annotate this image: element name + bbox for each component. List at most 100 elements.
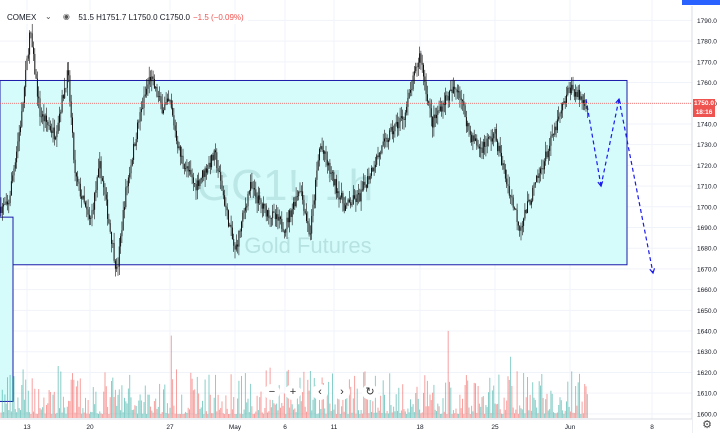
candle-body [73, 132, 75, 160]
volume-bar [307, 379, 309, 418]
volume-bar [121, 385, 123, 418]
volume-bar [78, 406, 80, 418]
volume-bar [231, 409, 233, 418]
volume-bar [419, 409, 421, 418]
volume-bar [499, 409, 501, 418]
candle-body [212, 154, 214, 161]
projection-segment[interactable] [600, 98, 620, 187]
time-axis[interactable] [0, 419, 692, 433]
volume-bar [339, 413, 341, 418]
volume-bar [239, 413, 241, 418]
candle-body [163, 110, 164, 114]
volume-bar [384, 394, 385, 418]
volume-bar [8, 410, 10, 418]
price-tick-label: 1640.0 [697, 329, 717, 336]
price-axis[interactable] [692, 0, 720, 433]
price-tick-label: 1670.0 [697, 266, 717, 273]
volume-bar [540, 385, 541, 418]
candle-body [478, 146, 480, 149]
candle-body [477, 145, 479, 147]
zoom-out-icon[interactable]: − [264, 384, 280, 400]
volume-bar [62, 396, 64, 418]
projection-segment[interactable] [585, 99, 602, 187]
volume-bar [99, 411, 101, 418]
candle-body [417, 62, 419, 68]
volume-bar [546, 393, 548, 418]
candle-body [259, 195, 261, 200]
volume-bar [243, 409, 245, 418]
gear-icon[interactable]: ⚙ [702, 419, 712, 431]
candle-body [159, 96, 161, 97]
candle-body [411, 89, 413, 90]
candle-body [475, 138, 476, 141]
candle-body [515, 208, 517, 210]
reset-icon[interactable]: ↻ [362, 384, 378, 400]
candle-body [365, 184, 367, 188]
candle-body [421, 62, 423, 65]
candle-body [463, 101, 465, 106]
scroll-right-icon[interactable]: › [334, 384, 350, 400]
volume-bar [140, 400, 142, 418]
candle-body [313, 200, 315, 205]
volume-bar [371, 411, 372, 418]
volume-bar [101, 413, 103, 418]
price-tick-label: 1790.0 [697, 18, 717, 25]
candle-body [276, 214, 278, 220]
candle-body [64, 88, 66, 99]
candle-body [192, 177, 194, 184]
scroll-left-icon[interactable]: ‹ [312, 384, 328, 400]
candle-body [186, 166, 188, 169]
candle-body [390, 126, 392, 131]
candle-body [494, 129, 496, 134]
candle-body [142, 107, 144, 109]
volume-bar [400, 410, 402, 418]
candle-body [287, 217, 289, 223]
zoom-in-icon[interactable]: + [285, 384, 301, 400]
volume-bar [508, 379, 510, 418]
volume-bar [547, 410, 549, 418]
candle-body [501, 152, 502, 165]
candle-body [174, 125, 176, 131]
candle-body [274, 212, 276, 220]
candle-body [360, 189, 362, 202]
candle-body [473, 135, 475, 141]
volume-bar [571, 371, 573, 418]
volume-bar [525, 397, 527, 418]
candle-body [22, 103, 24, 112]
candle-body [389, 130, 391, 140]
top-right-button[interactable] [682, 0, 720, 5]
volume-bar [174, 413, 176, 418]
candle-body [346, 202, 348, 206]
candle-body [38, 96, 40, 99]
candle-body [452, 86, 454, 93]
volume-bar [503, 397, 505, 418]
candle-body [198, 180, 200, 187]
candle-body [445, 95, 447, 105]
volume-bar [248, 412, 250, 418]
candle-body [363, 181, 365, 190]
candle-body [326, 159, 328, 166]
volume-bar [260, 391, 262, 418]
candle-body [503, 163, 505, 170]
candle-body [432, 116, 434, 128]
candle-body [251, 181, 253, 188]
volume-bar [342, 389, 344, 418]
volume-bar [225, 395, 227, 418]
legend-change: −1.5 (−0.09%) [193, 12, 244, 22]
volume-bar [294, 408, 296, 418]
volume-bar [43, 397, 45, 418]
candle-body [468, 123, 470, 131]
volume-bar [425, 406, 427, 418]
volume-bar [398, 387, 400, 418]
candle-body [436, 114, 437, 119]
candle-body [437, 110, 439, 115]
projection-segment[interactable] [618, 98, 654, 274]
candle-body [9, 195, 11, 204]
eye-icon[interactable]: ◉ [62, 12, 70, 21]
chevron-down-icon[interactable]: ⌄ [44, 12, 52, 21]
volume-bar [529, 394, 531, 418]
left-zone[interactable] [0, 216, 14, 402]
candle-body [134, 143, 136, 146]
candle-body [533, 184, 535, 188]
